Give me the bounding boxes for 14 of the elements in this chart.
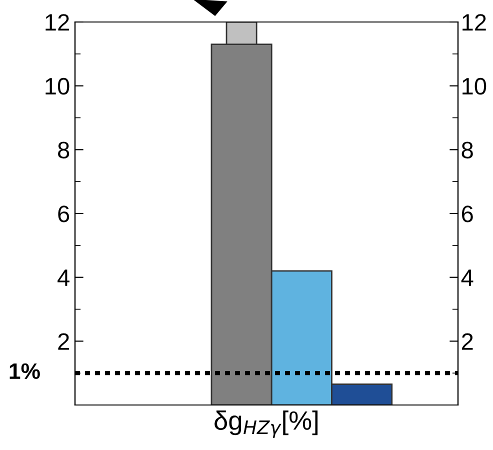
- y2-tick-label: 8: [462, 142, 473, 158]
- y2-tick-label: 6: [462, 206, 473, 222]
- y-tick-label: 4: [58, 270, 70, 286]
- y-tick-label: 12: [46, 14, 69, 31]
- y-tick-label: 2: [58, 333, 69, 350]
- y2-tick-label: 10: [462, 78, 486, 95]
- ref-line-label: 1%: [10, 363, 40, 380]
- x-axis-title: δg$_{HZγ}$[%]: [214, 410, 318, 438]
- y-tick-label: 10: [46, 78, 70, 95]
- y-tick-label: 6: [58, 206, 70, 222]
- y-tick-label: 8: [58, 142, 70, 158]
- y2-tick-label: 12: [462, 14, 486, 31]
- y2-tick-label: 2: [462, 333, 473, 350]
- y2-tick-label: 4: [461, 270, 474, 286]
